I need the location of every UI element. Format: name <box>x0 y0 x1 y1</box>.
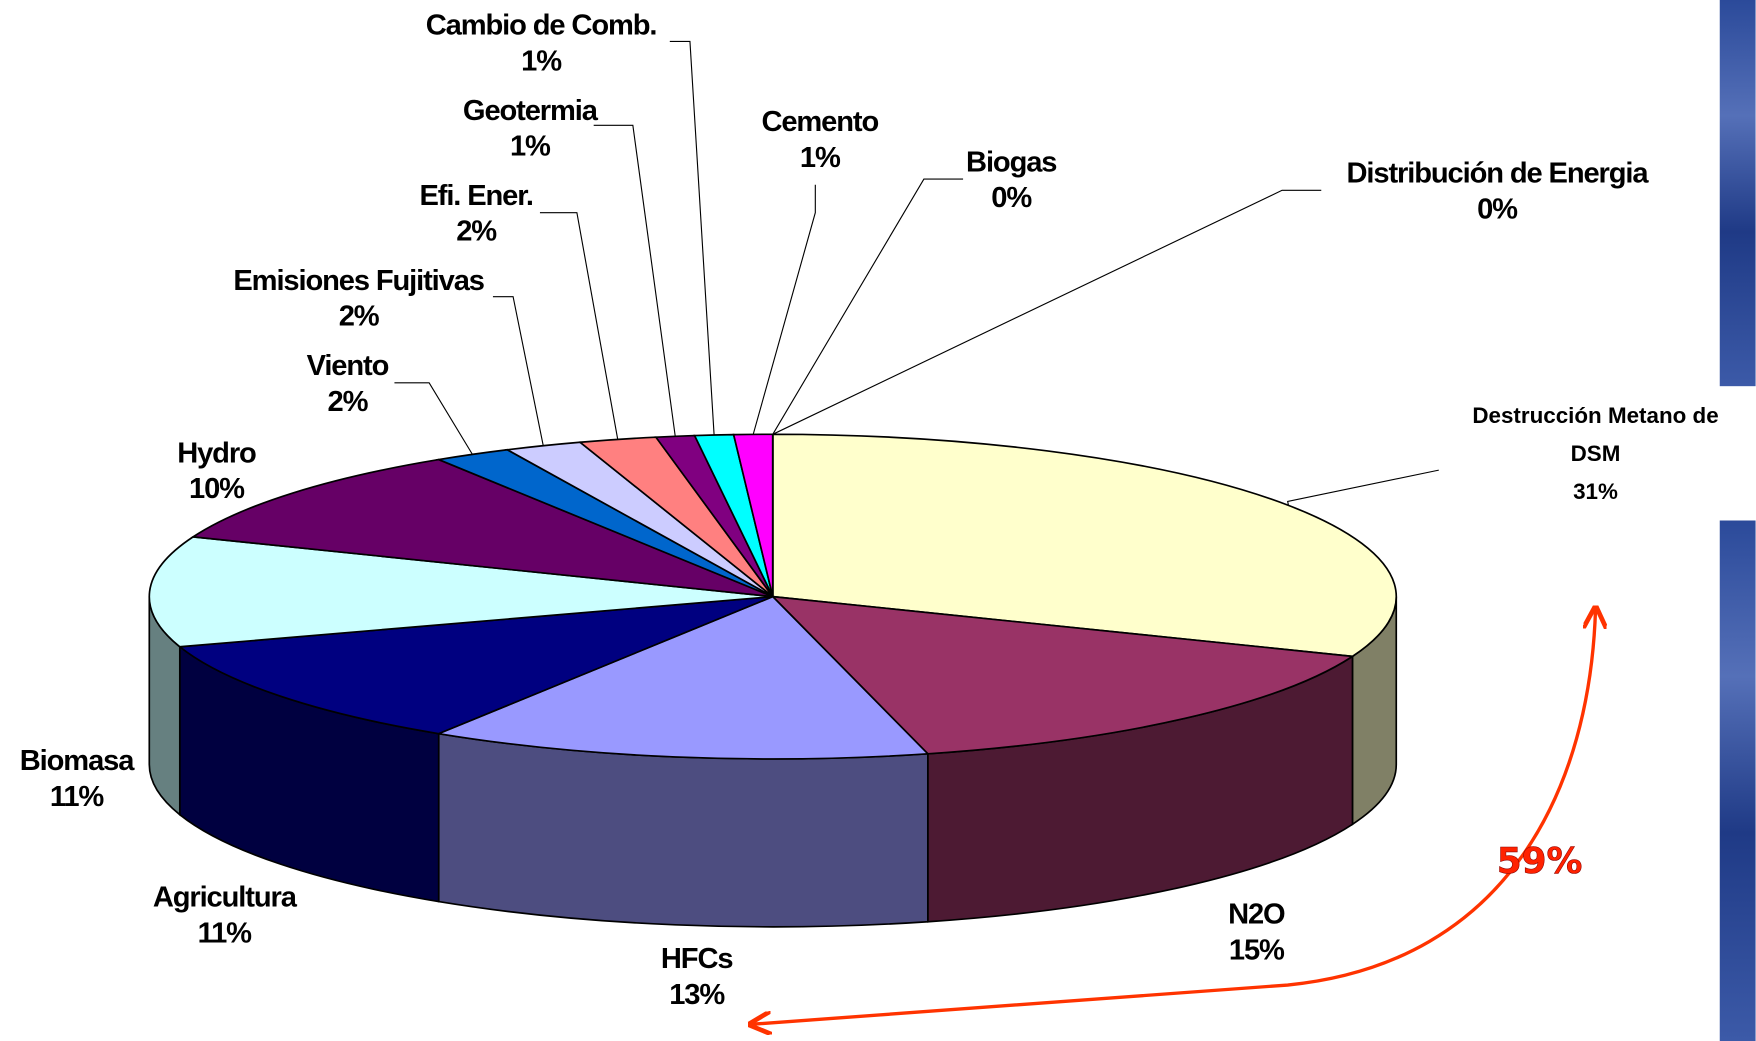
value-label: 0% <box>1477 191 1518 225</box>
value-label: 11% <box>197 915 252 950</box>
label-box: Distribución de Energia 0% <box>1296 154 1699 226</box>
label-box: Hydro 10% <box>138 434 295 506</box>
annotation-arrow <box>753 610 1596 1024</box>
category-label: Geotermia <box>462 92 598 127</box>
background-strip <box>1719 520 1756 1041</box>
annotation: 59% <box>1497 841 1583 882</box>
value-label: 1% <box>521 43 562 78</box>
category-label: Efi. Ener. <box>419 177 533 212</box>
value-label: 2% <box>338 298 380 333</box>
category-label: Biogas <box>966 144 1057 178</box>
slice <box>148 536 773 648</box>
category-label: Emisiones Fujitivas <box>233 263 485 297</box>
label-box: Viento 2% <box>269 347 426 419</box>
slice <box>190 458 774 598</box>
category-label: Destrucción Metano de DSM <box>1472 404 1719 467</box>
value-label: 2% <box>456 213 497 248</box>
label-box: Cambio de Comb. 1% <box>396 7 687 79</box>
label-box: HFCs 13% <box>630 940 764 1012</box>
label-box: Destrucción Metano de DSM 31% <box>1444 397 1746 511</box>
label-box: N2O 15% <box>1189 895 1323 967</box>
slice <box>177 595 774 735</box>
category-label: Cambio de Comb. <box>425 7 658 42</box>
label-box: Efi. Ener. 2% <box>387 177 566 249</box>
label-box: Agricultura 11% <box>112 879 336 951</box>
category-label: N2O <box>1228 896 1286 931</box>
leader-line <box>752 184 816 435</box>
category-label: Agricultura <box>152 879 297 914</box>
leader-line <box>492 296 544 446</box>
value-label: 0% <box>991 180 1032 214</box>
category-label: Biomasa <box>19 743 135 777</box>
label-box: Biomasa 11% <box>0 742 155 814</box>
leader-line <box>394 382 473 455</box>
value-label: 11% <box>49 779 104 813</box>
value-label: 15% <box>1228 932 1285 967</box>
background-strip <box>1719 0 1756 387</box>
leader-line <box>539 212 619 440</box>
label-box: Emisiones Fujitivas 2% <box>202 262 515 334</box>
value-label: 1% <box>799 139 841 174</box>
leader-line <box>669 40 715 436</box>
leader-line <box>772 178 964 435</box>
value-label: 1% <box>509 128 551 163</box>
slice-label: Cambio de Comb.1% <box>396 7 687 79</box>
value-label: 10% <box>189 471 245 505</box>
leader-line <box>593 124 676 437</box>
slice-side <box>437 732 929 928</box>
category-label: HFCs <box>660 941 734 975</box>
value-label: 31% <box>1573 480 1618 505</box>
category-label: Hydro <box>177 435 257 470</box>
value-label: 13% <box>669 977 725 1011</box>
value-label: 2% <box>327 383 369 418</box>
leader-line <box>772 189 1322 435</box>
category-label: Distribución de Energia <box>1346 155 1649 190</box>
slice-label: Efi. Ener.2% <box>387 177 566 249</box>
label-box: Biogas 0% <box>933 143 1090 215</box>
label-box: Geotermia 1% <box>429 92 630 164</box>
slice-label: Destrucción Metano de DSM 31% <box>1444 397 1746 511</box>
label-box: Cemento 1% <box>730 103 909 175</box>
leader-line <box>1287 469 1439 506</box>
category-label: Cemento <box>761 104 879 138</box>
category-label: Viento <box>306 348 390 382</box>
